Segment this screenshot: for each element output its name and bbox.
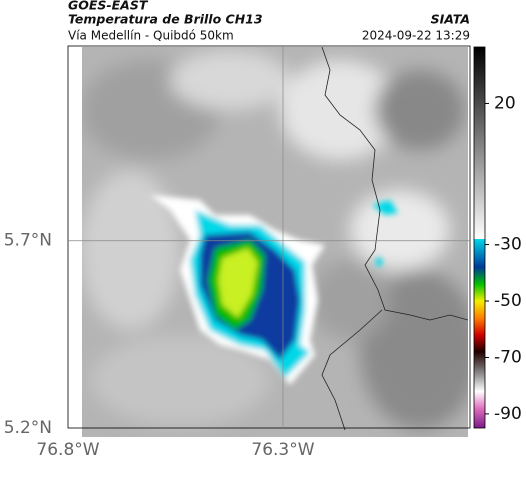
colorbar-tick-label: -30 bbox=[494, 235, 522, 255]
timestamp: 2024-09-22 13:29 bbox=[362, 29, 470, 43]
x-tick-label: 76.8°W bbox=[36, 440, 99, 460]
y-tick-label: 5.2°N bbox=[4, 418, 52, 438]
colorbar-tick-label: -70 bbox=[494, 347, 522, 367]
y-tick-label: 5.7°N bbox=[4, 231, 52, 251]
colorbar-tick-label: -90 bbox=[494, 404, 522, 424]
map-frame bbox=[67, 45, 471, 429]
subtitle: Vía Medellín - Quibdó 50km bbox=[68, 29, 234, 43]
credit: SIATA bbox=[431, 12, 470, 27]
title: Temperatura de Brillo CH13 bbox=[68, 12, 263, 27]
colorbar-tick-label: 20 bbox=[494, 93, 516, 113]
colorbar bbox=[473, 46, 486, 429]
source: GOES-EAST bbox=[68, 0, 149, 13]
x-tick-label: 76.3°W bbox=[251, 440, 314, 460]
imagery bbox=[82, 47, 468, 437]
colorbar-tick-label: -50 bbox=[494, 291, 522, 311]
